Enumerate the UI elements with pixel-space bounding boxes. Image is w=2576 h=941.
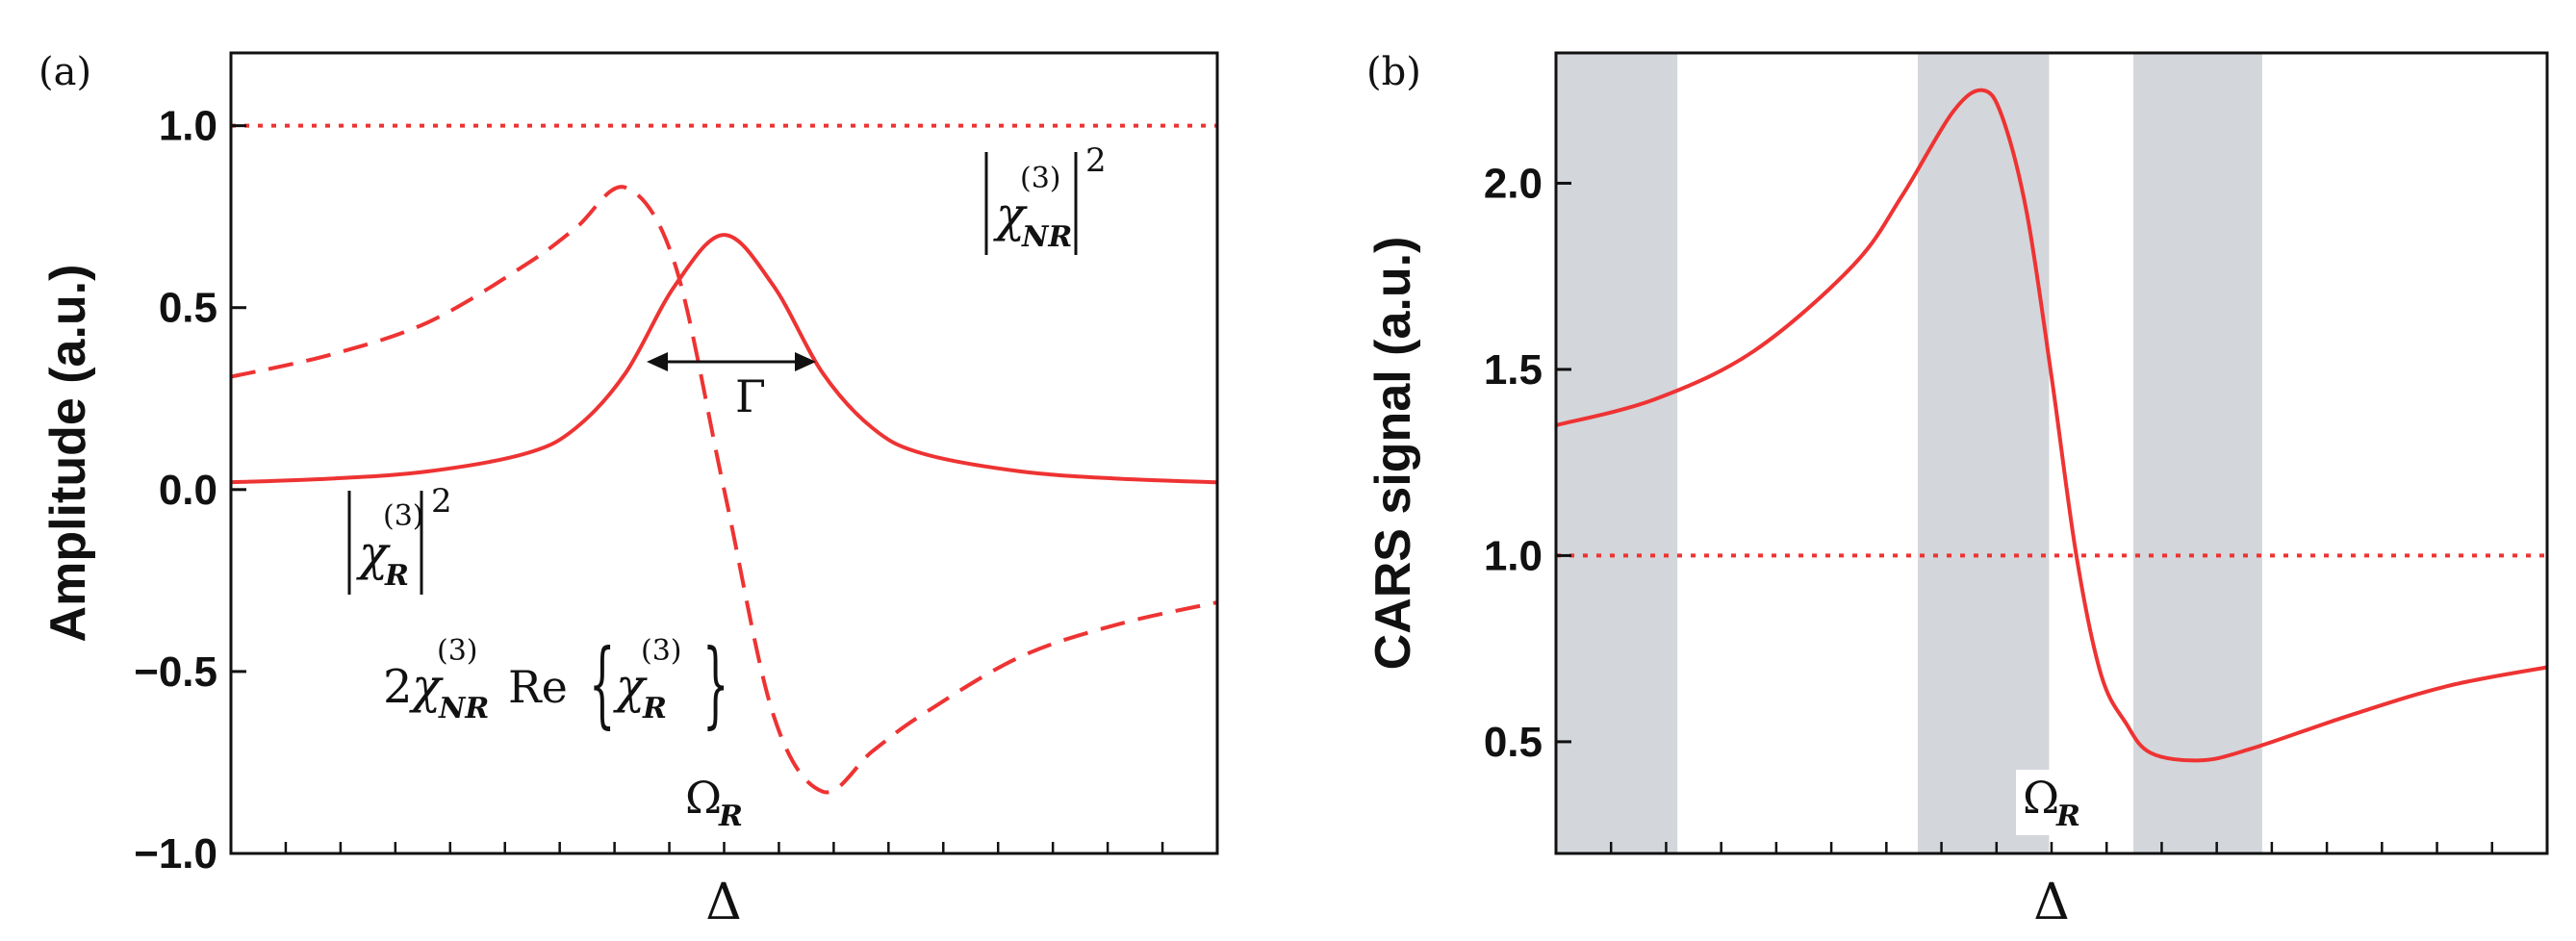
panel-a-ytick-label: −0.5: [134, 649, 217, 696]
panel-a-ytick-label: 1.0: [159, 103, 217, 150]
panel-b-x-axis-title: Δ: [2033, 874, 2070, 931]
panel-a-ytick-label: 0.0: [159, 467, 217, 514]
svg-text:2: 2: [1085, 141, 1107, 180]
panel-b: (b) 2.0 1.5 1.0 0.5 CARS signal (a.u.) Δ Ω …: [1365, 50, 2549, 931]
svg-text:(3): (3): [383, 499, 424, 533]
panel-a-ytick-label: −1.0: [134, 830, 217, 877]
r-amplitude-label: χ (3) R 2: [347, 482, 452, 595]
gamma-label: Γ: [735, 370, 766, 422]
panel-b-ytick-label: 2.0: [1484, 160, 1543, 207]
shaded-band-2: [2132, 53, 2262, 853]
panel-a-omega-label: Ω R: [685, 772, 743, 833]
svg-text:2: 2: [431, 482, 452, 521]
svg-text:χ: χ: [613, 658, 648, 714]
svg-text:{: {: [589, 629, 615, 739]
panel-b-series-solid-0: [1555, 88, 2548, 763]
panel-a-y-axis-title: Amplitude (a.u.): [40, 265, 96, 643]
svg-text:NR: NR: [1021, 220, 1072, 254]
svg-text:(3): (3): [437, 634, 478, 668]
svg-text:2: 2: [383, 660, 413, 714]
svg-text:(3): (3): [1020, 162, 1061, 195]
panel-b-ytick-label: 1.5: [1484, 346, 1543, 394]
panel-b-ytick-label: 0.5: [1484, 719, 1543, 766]
panel-b-shaded-bands: [1556, 53, 2262, 853]
svg-text:χ: χ: [409, 658, 444, 714]
panel-b-y-axis-title: CARS signal (a.u.): [1365, 237, 1421, 671]
panel-a-series-dashed-2: [230, 185, 1218, 795]
shaded-band-1: [1917, 53, 2050, 853]
svg-text:NR: NR: [438, 692, 489, 725]
panel-b-plot-frame: [1554, 51, 2549, 855]
panel-b-omega-label: Ω R: [2016, 770, 2091, 835]
gamma-width-arrow: [647, 352, 816, 371]
panel-a: (a) 1.0 0.5 0.0 −0.5 −1.0 Amplitude (a.u.) Δ…: [38, 50, 1219, 931]
panel-a-series-solid-1: [230, 233, 1218, 485]
panel-b-label: (b): [1366, 50, 1421, 94]
svg-text:χ: χ: [356, 525, 391, 581]
nr-amplitude-label: χ (3) NR 2: [984, 141, 1107, 255]
svg-text:}: }: [702, 629, 728, 739]
svg-text:χ: χ: [993, 187, 1028, 242]
svg-text:R: R: [642, 692, 667, 725]
svg-text:Re: Re: [508, 661, 568, 713]
panel-b-ytick-label: 1.0: [1484, 532, 1543, 579]
mixing-term-label: 2 χ (3) NR Re { χ (3) R }: [383, 629, 728, 739]
svg-text:(3): (3): [641, 634, 682, 668]
panel-a-x-axis-title: Δ: [705, 874, 742, 931]
svg-text:R: R: [384, 559, 409, 593]
panel-a-label: (a): [38, 50, 91, 94]
panel-a-ytick-label: 0.5: [159, 285, 217, 332]
svg-text:Ω: Ω: [685, 772, 722, 824]
svg-text:R: R: [718, 800, 743, 833]
panel-b-series: [1555, 88, 2548, 763]
panel-a-series: [230, 123, 1218, 795]
shaded-band-0: [1556, 53, 1678, 853]
svg-text:Ω: Ω: [2023, 772, 2059, 824]
svg-text:R: R: [2055, 800, 2080, 833]
